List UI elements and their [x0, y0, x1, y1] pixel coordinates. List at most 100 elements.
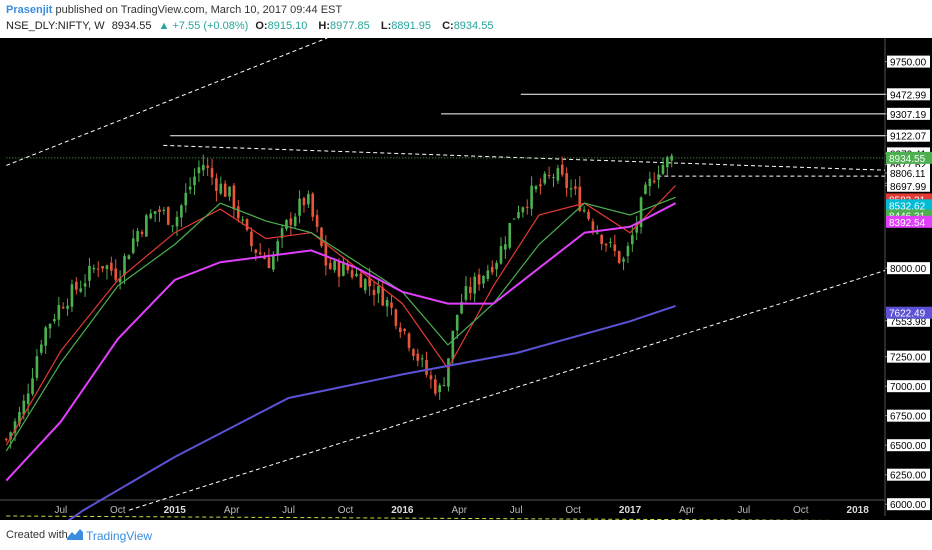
close-value: 8934.55 — [453, 20, 494, 32]
candle-body — [39, 344, 43, 353]
candle-body — [311, 193, 315, 217]
candle-body — [180, 205, 183, 218]
publish-info: Prasenjit published on TradingView.com, … — [6, 4, 342, 16]
candle-body — [258, 252, 262, 255]
candle-body — [609, 242, 612, 244]
candle-body — [302, 198, 306, 206]
candle-body — [149, 213, 153, 219]
x-tick-label: Jul — [737, 505, 750, 516]
price-tag-label: 8392.54 — [889, 218, 926, 229]
candle-body — [433, 379, 437, 394]
candle-body — [131, 238, 135, 253]
candle-body — [473, 276, 477, 294]
candle-body — [193, 176, 196, 186]
tradingview-logo-icon[interactable] — [66, 528, 84, 542]
price-chart[interactable]: 9750.009472.999307.199122.078972.418877.… — [0, 38, 932, 520]
trendline-upper-channel — [6, 38, 328, 166]
y-tick-label: 6250.00 — [890, 471, 927, 482]
candle-body — [403, 328, 406, 332]
candle-body — [587, 211, 590, 220]
candle-body — [88, 265, 91, 281]
candle-body — [363, 279, 367, 291]
candle-body — [31, 378, 34, 394]
x-tick-label: Oct — [793, 505, 809, 516]
candle-body — [307, 194, 310, 205]
x-tick-label: 2016 — [391, 505, 414, 516]
candle-body — [451, 330, 455, 360]
candle-body — [70, 284, 74, 307]
candle-body — [236, 206, 240, 219]
price-tag-box — [886, 199, 932, 212]
candle-body — [228, 186, 231, 197]
y-tick-label: 7000.00 — [890, 382, 927, 393]
candle-body — [206, 165, 209, 168]
candle-body — [210, 168, 214, 178]
candle-body — [398, 327, 402, 333]
trendline-lower-channel — [129, 270, 886, 511]
y-tick-label: 7250.00 — [890, 353, 927, 364]
moving-average-ma_mid — [5, 196, 676, 452]
low-value: 8891.95 — [391, 20, 432, 32]
candle-body — [569, 188, 573, 190]
candle-body — [53, 318, 56, 322]
candle-body — [219, 183, 223, 194]
candle-body — [416, 353, 420, 361]
candle-body — [118, 277, 122, 283]
y-tick-label: 9122.07 — [890, 132, 927, 143]
y-tick-box — [887, 55, 930, 68]
candle-body — [552, 177, 555, 179]
x-tick-label: 2017 — [619, 505, 642, 516]
x-tick-label: 2018 — [847, 505, 870, 516]
candle-body — [250, 231, 253, 247]
candle-body — [547, 175, 551, 177]
candle-body — [123, 255, 126, 276]
chart-header: Prasenjit published on TradingView.com, … — [0, 0, 932, 38]
y-tick-box — [887, 498, 930, 511]
candle-body — [512, 218, 516, 220]
candle-body — [613, 244, 617, 252]
close-label: C: — [442, 20, 454, 32]
candle-body — [565, 173, 568, 189]
price-tag-label: 8532.62 — [889, 201, 926, 212]
candle-body — [477, 274, 481, 285]
candle-body — [390, 302, 393, 308]
candle-body — [377, 286, 380, 294]
candle-body — [79, 288, 83, 292]
y-tick-label: 9750.00 — [890, 58, 927, 69]
candle-body — [666, 157, 669, 168]
change-value: ▲ +7.55 (+0.08%) — [158, 20, 249, 32]
y-tick-box — [887, 262, 930, 275]
x-tick-label: Jul — [55, 505, 68, 516]
candle-body — [9, 432, 12, 440]
candle-body — [145, 215, 148, 237]
candle-body — [420, 358, 424, 360]
candle-body — [355, 273, 358, 277]
candle-body — [57, 305, 61, 320]
candle-body — [127, 255, 131, 260]
tradingview-link[interactable]: TradingView — [86, 529, 153, 543]
y-tick-label: 8806.11 — [890, 169, 926, 180]
x-tick-label: Jul — [282, 505, 295, 516]
candle-body — [276, 241, 280, 255]
candle-body — [232, 185, 236, 210]
candle-body — [350, 270, 354, 278]
candle-body — [18, 411, 21, 425]
y-tick-box — [887, 380, 930, 393]
candle-body — [517, 212, 520, 219]
candle-body — [652, 180, 656, 183]
candle-body — [469, 286, 472, 294]
y-tick-label: 8000.00 — [890, 264, 927, 275]
candle-body — [83, 283, 87, 287]
y-tick-box — [887, 179, 930, 192]
ohlc-bar: NSE_DLY:NIFTY, W 8934.55 ▲ +7.55 (+0.08%… — [6, 20, 501, 32]
candle-body — [543, 173, 547, 184]
candle-body — [201, 164, 205, 171]
candle-body — [75, 281, 78, 290]
high-value: 8977.85 — [330, 20, 370, 32]
author-link[interactable]: Prasenjit — [6, 4, 53, 16]
x-tick-label: Apr — [224, 505, 240, 516]
y-tick-label: 8697.99 — [890, 182, 927, 193]
symbol-label[interactable]: NSE_DLY:NIFTY, W — [6, 20, 105, 32]
candle-body — [298, 198, 301, 216]
candle-body — [197, 167, 201, 174]
